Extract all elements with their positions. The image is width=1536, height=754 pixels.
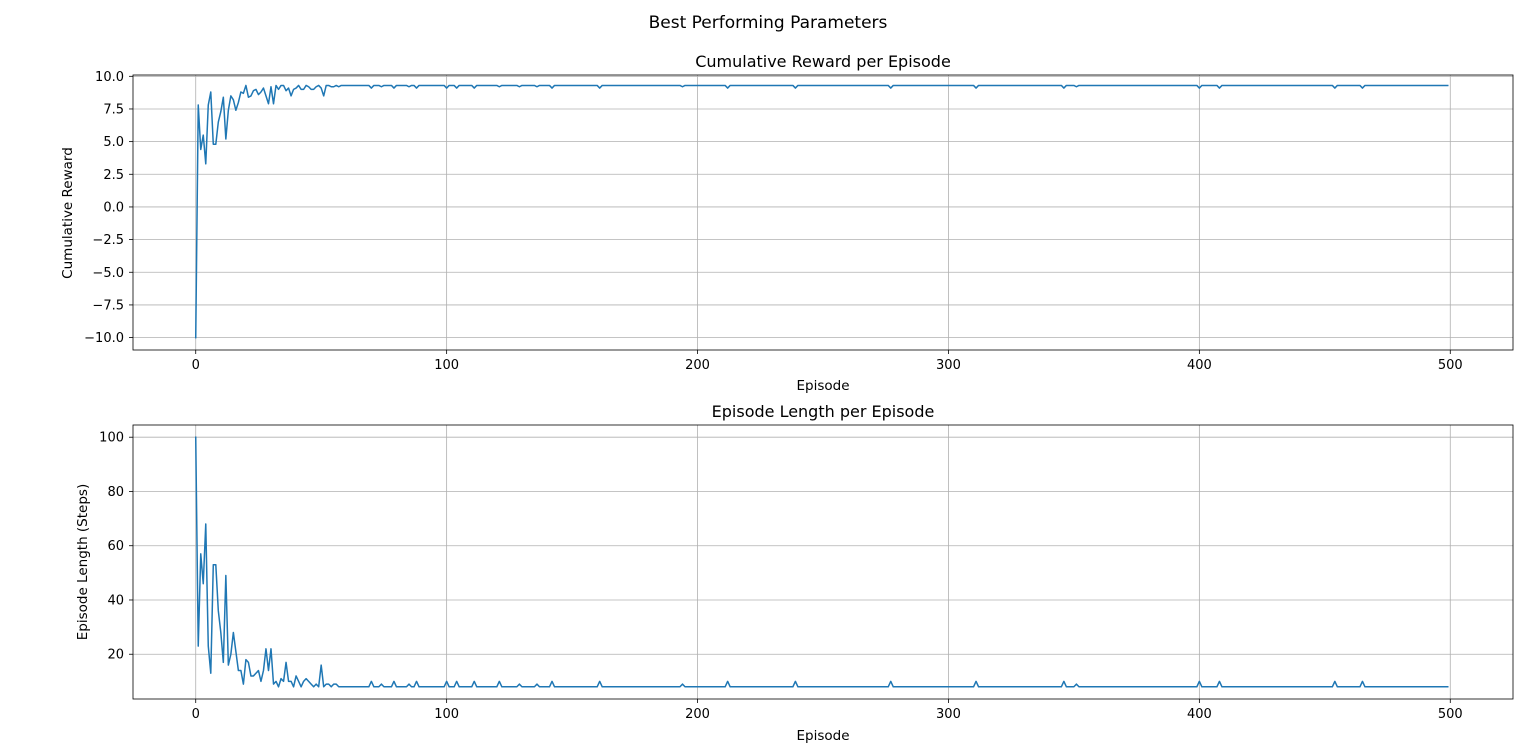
length-x-axis-label: Episode: [796, 728, 849, 744]
y-tick-label: 40: [107, 593, 124, 608]
reward-x-axis-label: Episode: [796, 378, 849, 394]
x-tick-label: 100: [434, 707, 459, 722]
length-y-axis-label: Episode Length (Steps): [75, 484, 91, 640]
y-tick-label: −10.0: [84, 331, 124, 346]
y-tick-label: 60: [107, 539, 124, 554]
length-subplot: 0 100 200 300 400 500 100 80 60 40 20 Episode Leng…: [75, 402, 1514, 744]
y-tick-label: 7.5: [103, 102, 124, 117]
y-tick-label: 100: [99, 431, 124, 446]
x-tick-label: 300: [936, 358, 961, 373]
length-chart-title: Episode Length per Episode: [712, 402, 935, 421]
y-tick-label: 5.0: [103, 135, 124, 150]
x-tick-label: 0: [192, 358, 200, 373]
x-tick-label: 100: [434, 358, 459, 373]
length-plot-area: [194, 436, 1449, 688]
length-ticks: 0 100 200 300 400 500 100 80 60 40 20: [99, 431, 1463, 722]
y-tick-label: 2.5: [103, 168, 124, 183]
length-grid: [133, 425, 1513, 699]
y-tick-label: 10.0: [95, 70, 124, 85]
x-tick-label: 500: [1438, 358, 1463, 373]
figure-title: Best Performing Parameters: [649, 13, 888, 33]
reward-ticks: 0 100 200 300 400 500 10.0 7.5 5.0 2.5 0.0 −2.5 −5.0…: [84, 70, 1463, 373]
x-tick-label: 0: [192, 707, 200, 722]
reward-y-axis-label: Cumulative Reward: [60, 147, 76, 279]
x-tick-label: 400: [1187, 707, 1212, 722]
x-tick-label: 200: [685, 707, 710, 722]
y-tick-label: −5.0: [92, 266, 124, 281]
y-tick-label: 0.0: [103, 200, 124, 215]
reward-subplot: 0 100 200 300 400 500 10.0 7.5 5.0 2.5 0.0 −2.5 −5.0…: [60, 52, 1514, 394]
x-tick-label: 200: [685, 358, 710, 373]
length-axes-frame: [132, 424, 1514, 700]
x-tick-label: 500: [1438, 707, 1463, 722]
reward-grid: [133, 75, 1513, 350]
reward-plot-area: [194, 84, 1449, 339]
reward-axes-frame: [132, 74, 1514, 351]
reward-chart-title: Cumulative Reward per Episode: [695, 52, 951, 71]
y-tick-label: −2.5: [92, 233, 124, 248]
y-tick-label: −7.5: [92, 298, 124, 313]
y-tick-label: 80: [107, 485, 124, 500]
series-line: [194, 436, 1449, 688]
series-line: [194, 84, 1449, 339]
x-tick-label: 300: [936, 707, 961, 722]
y-tick-label: 20: [107, 648, 124, 663]
x-tick-label: 400: [1187, 358, 1212, 373]
